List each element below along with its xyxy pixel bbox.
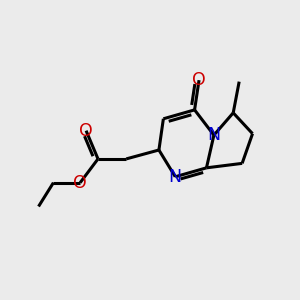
Text: N: N bbox=[169, 168, 182, 186]
Text: O: O bbox=[73, 174, 87, 192]
Text: N: N bbox=[207, 126, 220, 144]
Text: O: O bbox=[79, 122, 93, 140]
Text: O: O bbox=[192, 71, 206, 89]
